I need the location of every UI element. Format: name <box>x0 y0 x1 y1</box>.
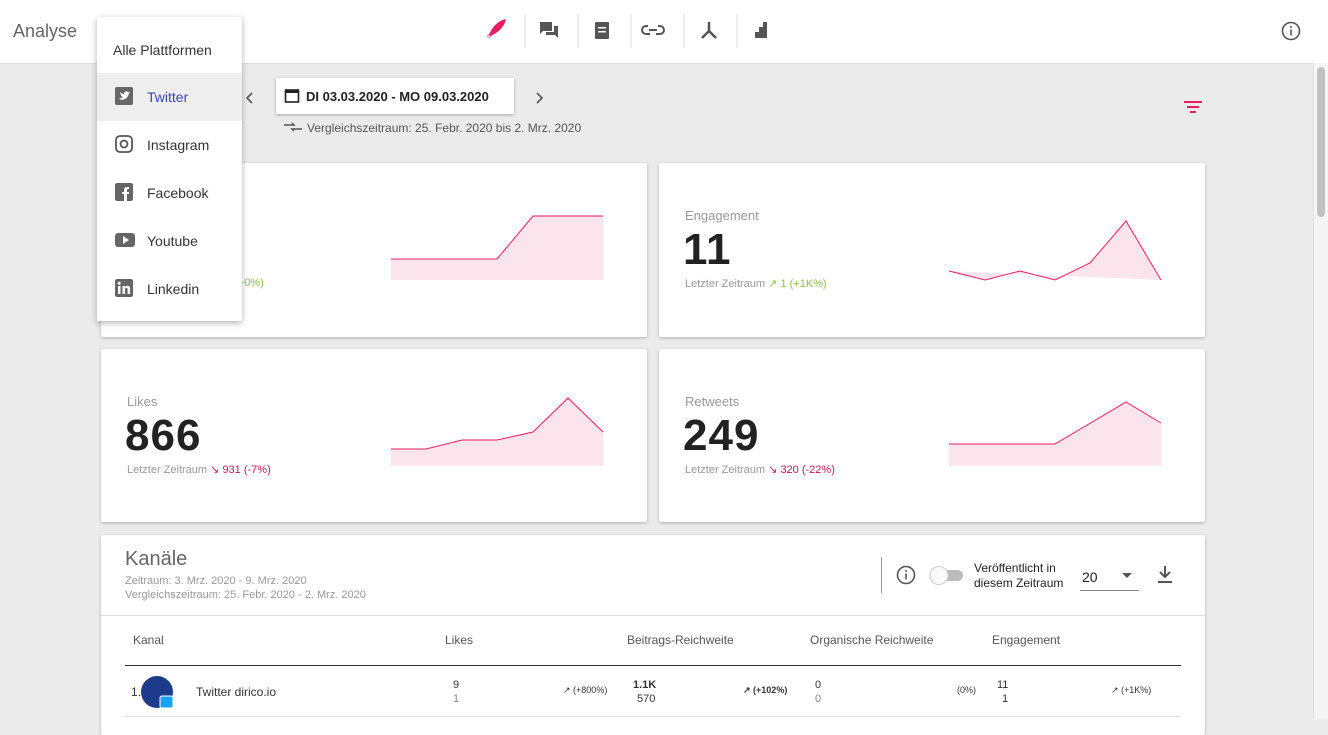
menu-label: Linkedin <box>147 281 200 297</box>
channel-name: Twitter dirico.io <box>196 685 277 699</box>
metric-change: 931 (-7%) <box>222 464 271 476</box>
menu-item[interactable]: Instagram <box>97 121 242 169</box>
sparkline <box>391 397 604 466</box>
metric-label: Likes <box>127 394 158 409</box>
column-header: Organische Reichweite <box>810 633 934 647</box>
metric-card: Likes 866 Letzter Zeitraum ↘ 931 (-7%) <box>101 349 647 522</box>
menu-title[interactable]: Alle Plattformen <box>113 42 212 58</box>
menu-label: Youtube <box>147 233 198 249</box>
filter-icon[interactable] <box>1183 100 1203 116</box>
organic-change: (0%) <box>957 685 977 695</box>
scrollbar[interactable] <box>1313 63 1328 719</box>
youtube-icon <box>115 233 135 247</box>
engagement-change-text: (+1K%) <box>1121 685 1152 695</box>
column-header: Engagement <box>992 633 1061 647</box>
comparison-range: Vergleichszeitraum: 25. Febr. 2020 bis 2… <box>307 121 582 135</box>
next-arrow[interactable] <box>533 91 545 105</box>
menu-item[interactable]: Facebook <box>97 169 242 217</box>
panel-period: Zeitraum: 3. Mrz. 2020 - 9. Mrz. 2020 <box>125 575 307 587</box>
metric-value: 11 <box>683 225 732 274</box>
organic-current: 0 <box>815 679 822 691</box>
menu-label: Facebook <box>147 185 209 201</box>
sparkline <box>391 215 603 280</box>
menu-item[interactable]: Twitter <box>97 73 242 121</box>
calendar-icon <box>284 89 300 103</box>
page-title: Analyse <box>13 21 78 41</box>
menu-item[interactable]: Youtube <box>97 217 242 265</box>
divider <box>101 615 1205 616</box>
scroll-thumb[interactable] <box>1317 67 1325 217</box>
metric-change: 1 (+1K%) <box>780 278 827 290</box>
info-icon[interactable] <box>896 565 916 585</box>
column-header: Likes <box>445 633 474 647</box>
compare-icon <box>284 122 302 132</box>
dropdown-arrow <box>1122 573 1132 578</box>
channel-avatar <box>141 676 174 709</box>
metric-value: 866 <box>125 411 202 460</box>
previous-label: Letzter Zeitraum <box>685 278 766 290</box>
reach-change-text: (+102%) <box>753 685 788 695</box>
toggle[interactable] <box>927 565 967 585</box>
reach-change: ↗ (+102%) <box>743 685 788 695</box>
download-icon[interactable] <box>1156 565 1174 585</box>
likes-previous: 1 <box>453 693 460 705</box>
info-icon[interactable] <box>1281 21 1301 41</box>
date-picker[interactable]: DI 03.03.2020 - MO 09.03.2020 <box>276 78 514 114</box>
row-line <box>125 716 1181 717</box>
metric-card: Engagement 11 Letzter Zeitraum ↗ 1 (+1K%… <box>659 163 1205 337</box>
metric-card: Retweets 249 Letzter Zeitraum ↘ 320 (-22… <box>659 349 1205 522</box>
twitter-icon <box>115 87 133 105</box>
likes-change-text: (+800%) <box>573 685 608 695</box>
linkedin-icon <box>115 279 133 297</box>
likes-change: ↗ (+800%) <box>563 685 608 695</box>
header-line <box>125 665 1181 666</box>
instagram-icon <box>115 135 133 153</box>
metric-compare: Letzter Zeitraum ↗ 1 (+1K%) <box>685 278 827 290</box>
column-header: Beitrags-Reichweite <box>627 633 734 647</box>
menu-item[interactable]: Linkedin <box>97 265 242 313</box>
reach-current: 1.1K <box>633 679 657 691</box>
nav-icons[interactable] <box>480 12 780 50</box>
engagement-previous: 1 <box>1002 693 1009 705</box>
engagement-current: 11 <box>997 679 1009 691</box>
metric-compare: Letzter Zeitraum ↘ 931 (-7%) <box>127 464 271 476</box>
organic-previous: 0 <box>815 693 822 705</box>
likes-current: 9 <box>453 679 460 691</box>
prev-arrow[interactable] <box>244 91 256 105</box>
metric-value: 249 <box>683 411 760 460</box>
date-range: DI 03.03.2020 - MO 09.03.2020 <box>306 89 489 104</box>
reach-previous: 570 <box>637 693 656 705</box>
engagement-change: ↗ (+1K%) <box>1111 685 1152 695</box>
rank: 1. <box>131 685 142 699</box>
metric-label: Retweets <box>685 394 740 409</box>
toggle-label: Veröffentlicht in diesem Zeitraum <box>974 561 1064 590</box>
previous-label: Letzter Zeitraum <box>685 464 766 476</box>
metric-compare: Letzter Zeitraum ↘ 320 (-22%) <box>685 464 835 476</box>
sparkline <box>949 401 1162 466</box>
page-size: 20 <box>1082 569 1098 585</box>
facebook-icon <box>115 183 133 201</box>
sparkline <box>948 220 1162 281</box>
menu-label: Twitter <box>147 89 189 105</box>
divider <box>881 557 882 593</box>
panel-title: Kanäle <box>125 548 188 570</box>
column-header: Kanal <box>133 633 164 647</box>
channels-panel: Kanäle Zeitraum: 3. Mrz. 2020 - 9. Mrz. … <box>101 535 1205 735</box>
panel-comparison: Vergleichszeitraum: 25. Febr. 2020 - 2. … <box>125 589 366 601</box>
metric-change: 320 (-22%) <box>780 464 835 476</box>
previous-label: Letzter Zeitraum <box>127 464 208 476</box>
menu-label: Instagram <box>147 137 210 153</box>
metric-label: Engagement <box>685 208 759 223</box>
page-size-select[interactable]: 20 <box>1080 565 1139 591</box>
platform-menu: Alle Plattformen Twitter Instagram Faceb… <box>97 17 242 321</box>
